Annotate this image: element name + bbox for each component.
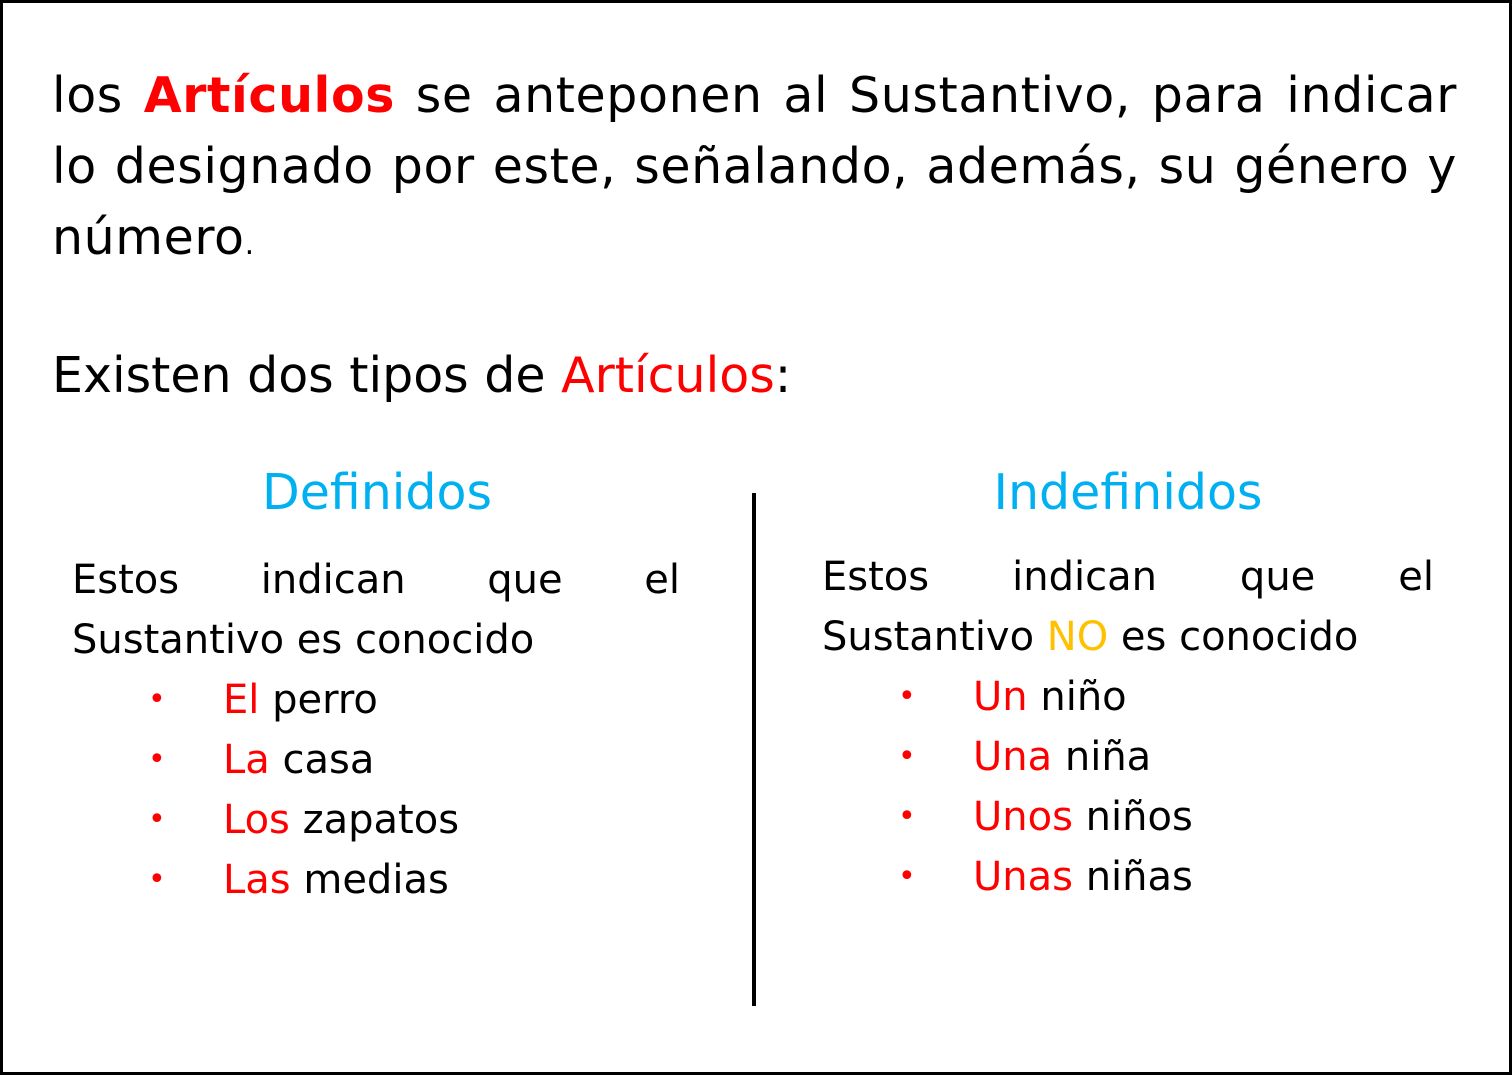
article-word: Un [973,674,1028,720]
indefinidos-desc-start: Estos indican que el Sustantivo [822,554,1434,660]
indefinidos-title: Indefinidos [993,464,1263,521]
article-word: Unas [973,854,1073,900]
article-word: Una [973,734,1053,780]
intro-period: . [244,227,255,262]
intro-word: los [52,67,123,124]
intro-rest: se anteponen al Sustantivo, para indicar… [52,67,1457,266]
noun-word: zapatos [302,797,460,843]
indefinidos-list: • Un niño • Una niña • Unos niños • Unas… [898,667,1193,907]
indefinidos-description: Estos indican que el Sustantivo NO es co… [822,547,1434,667]
types-articulos-highlight: Artículos [561,347,775,404]
bullet-icon: • [898,679,916,714]
noun-word: niños [1085,794,1193,840]
list-item: • Unos niños [898,787,1193,847]
types-heading: Existen dos tipos de Artículos: [52,340,791,411]
article-word: La [223,737,270,783]
indefinidos-desc-end: es conocido [1120,614,1359,660]
list-item: • Unas niñas [898,847,1193,907]
list-item: • Los zapatos [148,790,459,850]
noun-word: medias [303,857,449,903]
list-item: • Un niño [898,667,1193,727]
list-item: • Una niña [898,727,1193,787]
noun-word: niña [1064,734,1152,780]
negation-highlight: NO [1046,614,1109,660]
article-word: El [223,677,260,723]
noun-word: niñas [1085,854,1193,900]
column-divider [752,493,756,1006]
article-word: Los [223,797,290,843]
types-prefix: Existen dos tipos de [52,347,546,404]
intro-paragraph: los Artículos se anteponen al Sustantivo… [52,60,1457,280]
noun-word: casa [282,737,375,783]
noun-word: perro [272,677,378,723]
bullet-icon: • [148,862,166,897]
definidos-description: Estos indican que el Sustantivo es conoc… [72,557,680,663]
noun-word: niño [1040,674,1127,720]
bullet-icon: • [148,682,166,717]
bullet-icon: • [898,739,916,774]
list-item: • El perro [148,670,459,730]
article-word: Unos [973,794,1073,840]
bullet-icon: • [898,799,916,834]
definidos-title: Definidos [261,464,493,521]
article-word: Las [223,857,291,903]
list-item: • La casa [148,730,459,790]
bullet-icon: • [898,859,916,894]
list-item: • Las medias [148,850,459,910]
definidos-list: • El perro • La casa • Los zapatos • Las… [148,670,459,910]
bullet-icon: • [148,742,166,777]
intro-articulos-highlight: Artículos [143,67,395,124]
bullet-icon: • [148,802,166,837]
types-suffix: : [774,347,792,404]
